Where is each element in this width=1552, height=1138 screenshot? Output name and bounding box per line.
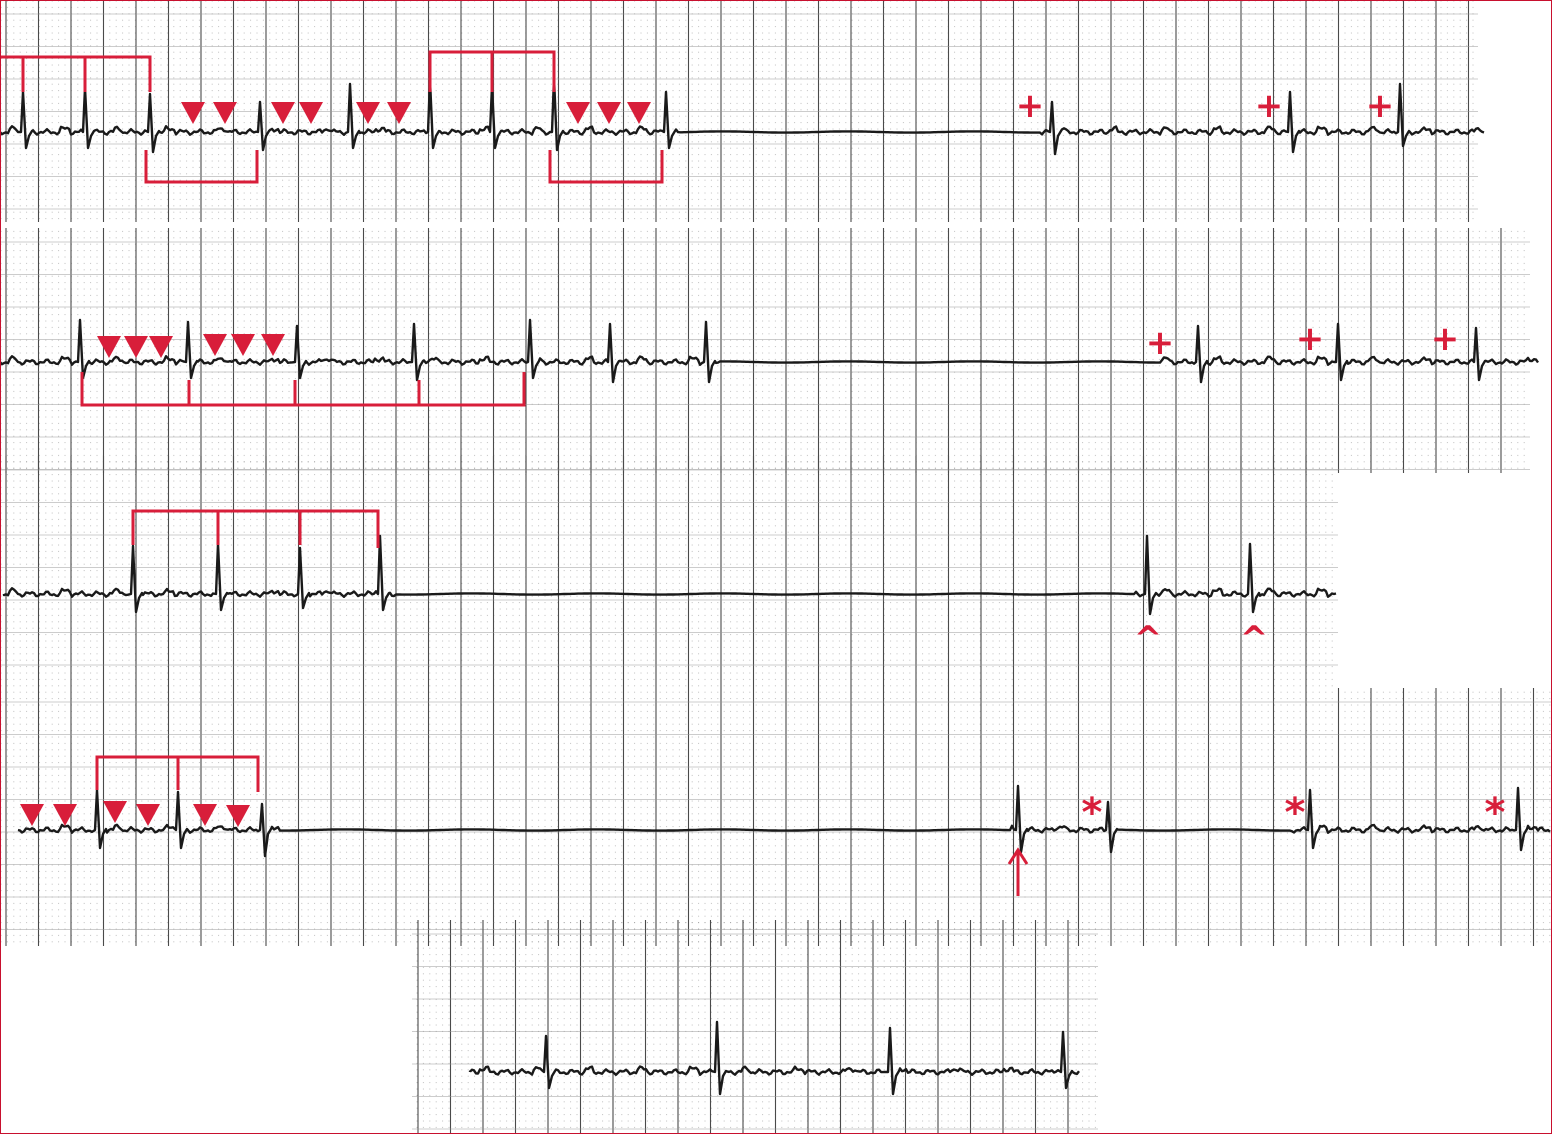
triangle-marker <box>387 102 411 124</box>
triangle-marker <box>124 336 148 358</box>
triangle-marker <box>97 336 121 358</box>
trace-strip-4 <box>17 784 1551 858</box>
plus-marker: + <box>1146 323 1175 363</box>
caret-marker: ^ <box>1240 619 1269 659</box>
grid-panel-5 <box>412 920 1098 1134</box>
star-marker: * <box>1285 790 1306 836</box>
interval-brackets <box>0 50 664 792</box>
plus-marker: + <box>1431 319 1460 359</box>
plus-marker: + <box>1016 86 1045 126</box>
plus-marker: + <box>1296 319 1325 359</box>
grid-panel-1 <box>0 0 1478 222</box>
triangle-marker <box>203 334 227 356</box>
plus-marker: + <box>1255 86 1284 126</box>
triangle-marker <box>53 804 77 826</box>
triangle-marker <box>136 804 160 826</box>
triangle-marker <box>181 102 205 124</box>
triangle-marker <box>226 805 250 827</box>
triangle-marker <box>20 804 44 826</box>
triangle-marker <box>597 102 621 124</box>
trace-strip-2 <box>0 318 1539 384</box>
trace-strip-5 <box>468 1020 1080 1096</box>
bracket-top-strip1-a <box>0 55 152 92</box>
annotation-markers: + + + + + + * * * ^ ^ <box>20 86 1506 896</box>
triangle-marker <box>356 102 380 124</box>
triangle-marker <box>627 102 651 124</box>
bracket-bottom-strip2 <box>80 372 526 407</box>
triangle-marker <box>271 102 295 124</box>
triangle-marker <box>193 804 217 826</box>
caret-marker: ^ <box>1134 619 1163 659</box>
triangle-marker <box>149 336 173 358</box>
triangle-marker <box>103 801 127 823</box>
trace-strip-1 <box>0 75 1485 156</box>
star-marker: * <box>1485 790 1506 836</box>
triangle-marker <box>261 334 285 356</box>
grid-panel-3 <box>0 456 1338 688</box>
star-marker: * <box>1082 790 1103 836</box>
triangle-marker <box>299 102 323 124</box>
plus-marker: + <box>1366 86 1395 126</box>
trace-strip-3 <box>2 534 1337 616</box>
grid-panel-2 <box>0 228 1530 473</box>
bracket-bottom-strip1-a <box>144 150 259 184</box>
bracket-top-strip3 <box>131 509 380 548</box>
triangle-marker <box>566 102 590 124</box>
bracket-bottom-strip1-b <box>548 150 664 184</box>
triangle-marker <box>231 334 255 356</box>
grid-panel-4 <box>0 688 1552 946</box>
ecg-traces <box>0 75 1551 1096</box>
triangle-marker <box>213 102 237 124</box>
arrow-head <box>1007 847 1029 865</box>
